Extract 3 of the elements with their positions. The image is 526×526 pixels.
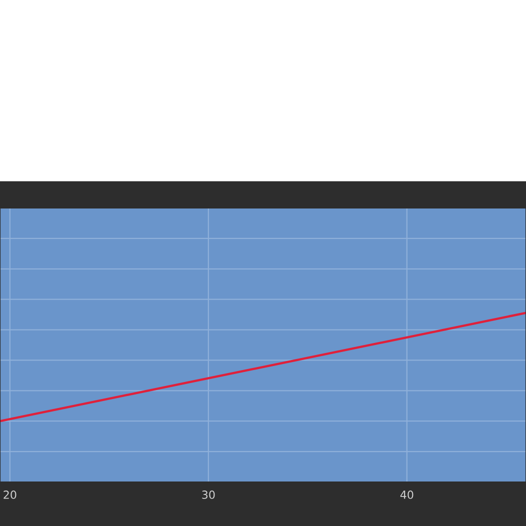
x-tick-label: 30 [202, 490, 215, 499]
x-tick-label: 20 [4, 490, 16, 499]
x-tick-label: 40 [400, 490, 414, 499]
